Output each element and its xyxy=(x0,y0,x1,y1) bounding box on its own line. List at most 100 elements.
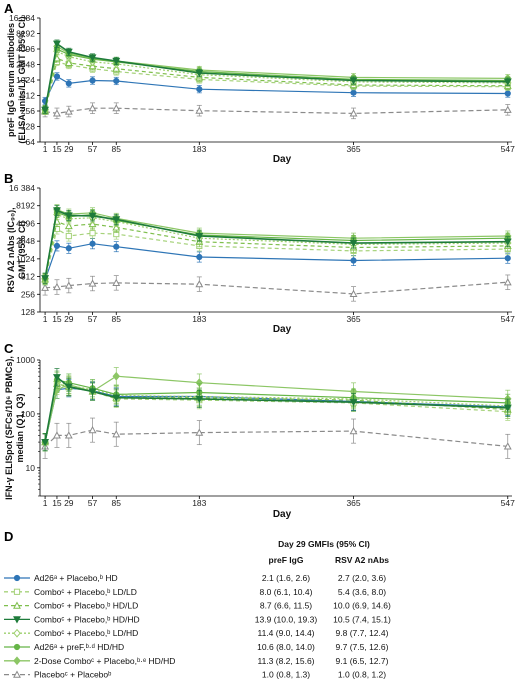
x-tick-label: 29 xyxy=(64,144,74,154)
x-tick-label: 15 xyxy=(52,314,62,324)
y-tick-label: 4096 xyxy=(16,218,35,228)
legend-row: Comboᶜ + Placebo,ᵇ HD/LD 8.7 (6.6, 11.5) 1… xyxy=(4,601,391,611)
x-tick-label: 365 xyxy=(346,498,360,508)
legend-row: Comboᶜ + Placebo,ᵇ LD/HD 11.4 (9.0, 14.4)… xyxy=(4,628,389,638)
legend-marker xyxy=(13,656,21,666)
x-axis-title: Day xyxy=(273,154,292,165)
y-tick-label: 128 xyxy=(21,122,35,132)
data-point xyxy=(196,86,203,93)
x-tick-label: 1 xyxy=(43,144,48,154)
data-point xyxy=(53,374,61,382)
x-tick-label: 29 xyxy=(64,314,74,324)
gmfi-preF: 13.9 (10.0, 19.3) xyxy=(255,614,318,624)
data-point xyxy=(350,89,357,96)
x-tick-label: 57 xyxy=(88,314,98,324)
series-line xyxy=(44,213,508,279)
data-point xyxy=(64,281,73,289)
x-axis-title: Day xyxy=(273,324,292,335)
data-point xyxy=(349,426,358,435)
x-tick-label: 1 xyxy=(43,498,48,508)
y-axis-title-line2: GMT (95% CI) xyxy=(17,221,27,279)
y-tick-label: 10 xyxy=(26,463,36,473)
series-line xyxy=(44,209,508,279)
y-tick-label: 8192 xyxy=(16,201,35,211)
data-point xyxy=(53,282,61,291)
x-tick-label: 85 xyxy=(112,498,122,508)
series-line xyxy=(44,375,508,443)
data-point xyxy=(112,104,121,112)
legend-label: Comboᶜ + Placebo,ᵇ LD/LD xyxy=(34,587,137,597)
data-point xyxy=(195,106,204,114)
gmfi-preF: 1.0 (0.8, 1.3) xyxy=(262,670,310,680)
data-point xyxy=(349,289,358,297)
legend-label: 2-Dose Comboᶜ + Placebo,ᵇ·ᵉ HD/HD xyxy=(34,656,175,666)
x-tick-label: 85 xyxy=(112,314,122,324)
series-6 xyxy=(41,367,512,452)
y-tick-label: 64 xyxy=(26,137,36,147)
legend-row: Comboᶜ + Placebo,ᵇ HD/HD 13.9 (10.0, 19.3… xyxy=(4,614,391,624)
data-point xyxy=(53,40,61,48)
table-title: Day 29 GMFIs (95% CI) xyxy=(278,539,370,549)
gmfi-preF: 11.4 (9.0, 14.4) xyxy=(257,628,314,638)
gmfi-nabs: 10.5 (7.4, 15.1) xyxy=(333,614,391,624)
legend-table: D Day 29 GMFIs (95% CI) preF IgG RSV A2 … xyxy=(4,529,391,680)
gmfi-preF: 8.7 (6.6, 11.5) xyxy=(260,601,312,611)
series-2 xyxy=(41,216,512,285)
data-point xyxy=(88,219,97,228)
x-tick-label: 57 xyxy=(88,144,98,154)
gmfi-nabs: 5.4 (3.6, 8.0) xyxy=(338,587,386,597)
series-line xyxy=(45,107,508,115)
y-tick-label: 1024 xyxy=(16,254,35,264)
data-point xyxy=(503,238,512,246)
series-1 xyxy=(41,223,511,286)
y-tick-label: 16 384 xyxy=(9,183,35,193)
y-axis-title-line1: IFN-γ ELISpot (SFCs/10⁶ PBMCs), xyxy=(4,356,14,500)
series-5 xyxy=(41,44,511,114)
series-4 xyxy=(41,372,512,452)
x-tick-label: 15 xyxy=(52,498,62,508)
legend-marker xyxy=(13,574,21,582)
data-point xyxy=(64,48,73,57)
gmfi-nabs: 9.8 (7.7, 12.4) xyxy=(336,628,389,638)
data-point xyxy=(88,104,97,112)
data-point xyxy=(41,283,50,291)
panel-letter: D xyxy=(4,529,13,544)
data-point xyxy=(195,69,204,78)
data-point xyxy=(64,431,73,439)
y-tick-label: 1000 xyxy=(16,355,35,365)
data-point xyxy=(88,279,97,287)
data-point xyxy=(41,106,50,114)
x-tick-label: 57 xyxy=(88,498,98,508)
data-point xyxy=(112,64,121,72)
y-tick-label: 512 xyxy=(21,91,35,101)
series-5 xyxy=(41,370,511,452)
data-point xyxy=(112,223,121,231)
y-tick-label: 8192 xyxy=(16,29,35,39)
data-point xyxy=(349,239,358,248)
legend-row: Ad26ᵃ + Placebo,ᵇ HD 2.1 (1.6, 2.6) 2.7 (2… xyxy=(4,573,386,583)
gmfi-nabs: 10.0 (6.9, 14.6) xyxy=(333,601,391,611)
series-line xyxy=(44,220,508,280)
x-tick-label: 547 xyxy=(501,144,515,154)
data-point xyxy=(196,253,203,261)
legend-row: Placeboᶜ + Placeboᵇ 1.0 (0.8, 1.3) 1.0 (0.… xyxy=(4,670,386,680)
data-point xyxy=(112,216,121,224)
data-point xyxy=(53,73,61,80)
x-tick-label: 547 xyxy=(501,498,515,508)
table-col-nabs: RSV A2 nAbs xyxy=(335,555,389,565)
series-3 xyxy=(41,39,512,114)
data-point xyxy=(503,278,512,286)
legend-row: Comboᶜ + Placebo,ᵇ LD/LD 8.0 (6.1, 10.4) 5… xyxy=(4,587,386,597)
legend-marker xyxy=(13,588,21,595)
data-point xyxy=(88,212,97,221)
data-point xyxy=(89,77,96,84)
data-point xyxy=(195,395,204,404)
data-point xyxy=(64,107,73,115)
data-point xyxy=(504,90,511,97)
y-tick-label: 2048 xyxy=(16,60,35,70)
data-point xyxy=(53,431,61,439)
x-tick-label: 183 xyxy=(192,144,206,154)
gmfi-nabs: 1.0 (0.8, 1.2) xyxy=(338,670,386,680)
legend-label: Comboᶜ + Placebo,ᵇ HD/HD xyxy=(34,614,140,624)
